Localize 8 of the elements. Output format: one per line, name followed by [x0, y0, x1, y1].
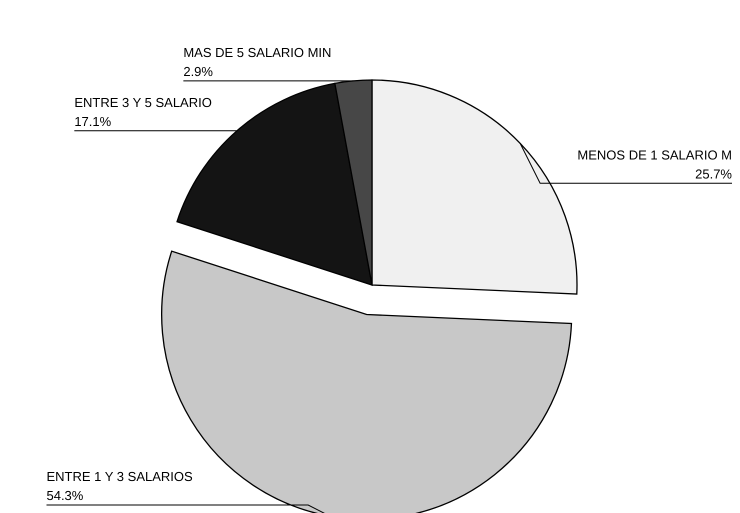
- slice-label: MAS DE 5 SALARIO MIN: [183, 44, 332, 60]
- data-label: 54.3%: [46, 488, 84, 503]
- slice-label: ENTRE 1 Y 3 SALARIOS: [46, 469, 194, 484]
- data-label: 17.1%: [74, 114, 112, 129]
- data-label: 2.9%: [183, 64, 214, 79]
- slice-label: MENOS DE 1 SALARIO M: [577, 147, 732, 162]
- slice-label: ENTRE 3 Y 5 SALARIO: [74, 94, 212, 110]
- data-label: 25.7%: [695, 166, 732, 182]
